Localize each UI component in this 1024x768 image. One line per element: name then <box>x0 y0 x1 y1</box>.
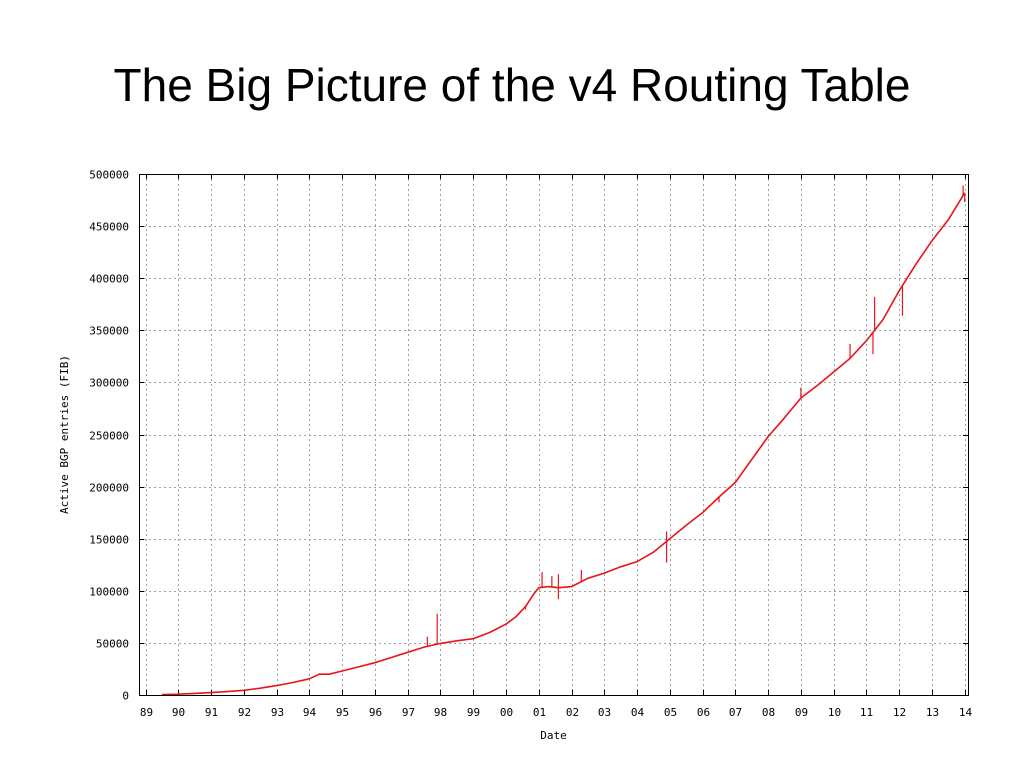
x-tick-label: 98 <box>434 706 447 719</box>
x-tick-label: 02 <box>566 706 579 719</box>
series-line <box>161 192 966 696</box>
y-axis-label: Active BGP entries (FIB) <box>58 355 71 514</box>
x-axis-label: Date <box>540 729 567 742</box>
x-tick-label: 10 <box>828 706 841 719</box>
y-tick-label: 450000 <box>89 221 129 234</box>
x-tick-label: 00 <box>500 706 513 719</box>
x-tick-label: 94 <box>303 706 317 719</box>
x-tick-label: 01 <box>533 706 546 719</box>
grid-lines <box>139 174 968 696</box>
slide-title: The Big Picture of the v4 Routing Table <box>113 59 911 111</box>
x-tick-label: 91 <box>205 706 218 719</box>
y-tick-label: 350000 <box>89 325 129 338</box>
y-tick-label: 250000 <box>89 430 129 443</box>
x-tick-label: 96 <box>369 706 382 719</box>
x-tick-label: 05 <box>664 706 677 719</box>
x-tick-label: 09 <box>795 706 808 719</box>
x-tick-label: 99 <box>467 706 480 719</box>
y-tick-label: 200000 <box>89 482 129 495</box>
x-tick-label: 06 <box>697 706 710 719</box>
y-tick-label: 0 <box>122 690 129 703</box>
y-tick-label: 150000 <box>89 534 129 547</box>
x-tick-label: 08 <box>762 706 775 719</box>
x-tick-label: 07 <box>729 706 742 719</box>
x-tick-label: 93 <box>271 706 284 719</box>
x-tick-label: 04 <box>631 706 645 719</box>
axis-ticks <box>139 174 968 696</box>
y-tick-label: 300000 <box>89 377 129 390</box>
x-tick-label: 03 <box>598 706 611 719</box>
y-tick-label: 400000 <box>89 273 129 286</box>
y-tick-label: 100000 <box>89 586 129 599</box>
series-group <box>161 185 966 696</box>
x-tick-label: 11 <box>860 706 873 719</box>
x-tick-label: 12 <box>893 706 906 719</box>
tick-labels: 89 90 91 92 93 94 95 96 97 98 99 00 01 02 03 04 05 06 07 08… <box>89 169 972 720</box>
x-tick-label: 95 <box>336 706 349 719</box>
y-tick-label: 50000 <box>96 638 129 651</box>
plot-frame <box>139 174 969 696</box>
y-tick-label: 500000 <box>89 169 129 182</box>
x-tick-label: 14 <box>959 706 973 719</box>
x-tick-label: 13 <box>926 706 939 719</box>
x-tick-label: 97 <box>402 706 415 719</box>
x-tick-label: 90 <box>172 706 185 719</box>
x-tick-label: 92 <box>238 706 251 719</box>
x-tick-label: 89 <box>140 706 153 719</box>
